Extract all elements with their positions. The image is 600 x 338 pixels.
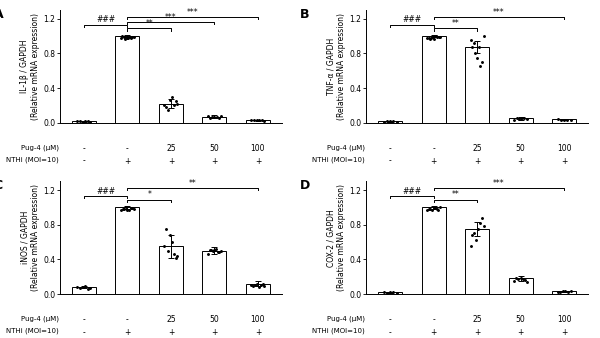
Text: +: + (255, 156, 261, 166)
Text: -: - (83, 315, 85, 324)
Text: NTHi (MOI=10): NTHi (MOI=10) (6, 328, 59, 334)
Text: -: - (389, 156, 391, 166)
Text: +: + (430, 156, 437, 166)
Bar (202, 117, 226, 123)
Text: ###: ### (96, 187, 115, 196)
Text: 50: 50 (516, 144, 526, 153)
Text: ***: *** (493, 179, 505, 188)
Y-axis label: iNOS / GAPDH
(Relative mRNA expression): iNOS / GAPDH (Relative mRNA expression) (20, 184, 40, 291)
Text: A: A (0, 8, 3, 21)
Bar (246, 284, 270, 294)
Text: -: - (83, 144, 85, 153)
Text: +: + (561, 328, 567, 337)
Y-axis label: COX-2 / GAPDH
(Relative mRNA expression): COX-2 / GAPDH (Relative mRNA expression) (326, 184, 346, 291)
Text: -: - (126, 315, 129, 324)
Text: 100: 100 (251, 315, 265, 324)
Bar (115, 208, 139, 294)
Text: ***: *** (187, 8, 199, 17)
Text: **: ** (451, 19, 459, 28)
Text: NTHi (MOI=10): NTHi (MOI=10) (312, 156, 365, 163)
Text: +: + (211, 328, 218, 337)
Bar (509, 279, 533, 294)
Text: D: D (299, 179, 310, 192)
Bar (378, 121, 402, 123)
Text: **: ** (145, 19, 153, 28)
Text: +: + (211, 156, 218, 166)
Text: 50: 50 (209, 315, 219, 324)
Bar (465, 229, 489, 294)
Bar (202, 251, 226, 294)
Text: +: + (168, 156, 174, 166)
Text: +: + (517, 156, 524, 166)
Bar (72, 121, 96, 123)
Text: ###: ### (96, 16, 115, 24)
Text: -: - (83, 156, 85, 166)
Text: +: + (168, 328, 174, 337)
Text: Pug-4 (μM): Pug-4 (μM) (327, 315, 365, 322)
Y-axis label: IL-1β / GAPDH
(Relative mRNA expression): IL-1β / GAPDH (Relative mRNA expression) (20, 13, 40, 120)
Text: -: - (389, 328, 391, 337)
Text: -: - (389, 315, 391, 324)
Text: +: + (124, 156, 131, 166)
Text: *: * (147, 190, 151, 199)
Text: 25: 25 (166, 144, 176, 153)
Bar (115, 36, 139, 123)
Bar (159, 104, 183, 123)
Bar (552, 291, 576, 294)
Text: ***: *** (165, 13, 177, 22)
Text: 100: 100 (557, 144, 571, 153)
Bar (509, 119, 533, 123)
Bar (378, 292, 402, 294)
Text: NTHi (MOI=10): NTHi (MOI=10) (312, 328, 365, 334)
Text: Pug-4 (μM): Pug-4 (μM) (20, 144, 59, 151)
Bar (552, 119, 576, 123)
Text: +: + (474, 156, 480, 166)
Text: +: + (474, 328, 480, 337)
Text: 25: 25 (472, 315, 482, 324)
Text: Pug-4 (μM): Pug-4 (μM) (327, 144, 365, 151)
Text: ###: ### (402, 187, 421, 196)
Text: +: + (561, 156, 567, 166)
Text: -: - (83, 328, 85, 337)
Text: 25: 25 (166, 315, 176, 324)
Text: -: - (389, 144, 391, 153)
Text: -: - (432, 315, 435, 324)
Text: **: ** (451, 190, 459, 199)
Text: +: + (517, 328, 524, 337)
Text: Pug-4 (μM): Pug-4 (μM) (20, 315, 59, 322)
Bar (246, 120, 270, 123)
Text: B: B (299, 8, 309, 21)
Text: NTHi (MOI=10): NTHi (MOI=10) (6, 156, 59, 163)
Bar (72, 287, 96, 294)
Bar (159, 246, 183, 294)
Text: C: C (0, 179, 2, 192)
Bar (422, 36, 446, 123)
Text: -: - (126, 144, 129, 153)
Text: -: - (432, 144, 435, 153)
Text: 100: 100 (251, 144, 265, 153)
Text: +: + (124, 328, 131, 337)
Text: 50: 50 (209, 144, 219, 153)
Text: 100: 100 (557, 315, 571, 324)
Y-axis label: TNF-α / GAPDH
(Relative mRNA expression): TNF-α / GAPDH (Relative mRNA expression) (326, 13, 346, 120)
Text: 50: 50 (516, 315, 526, 324)
Text: **: ** (189, 179, 197, 188)
Text: +: + (255, 328, 261, 337)
Bar (465, 47, 489, 123)
Text: ###: ### (402, 16, 421, 24)
Text: +: + (430, 328, 437, 337)
Text: ***: *** (493, 8, 505, 17)
Bar (422, 208, 446, 294)
Text: 25: 25 (472, 144, 482, 153)
